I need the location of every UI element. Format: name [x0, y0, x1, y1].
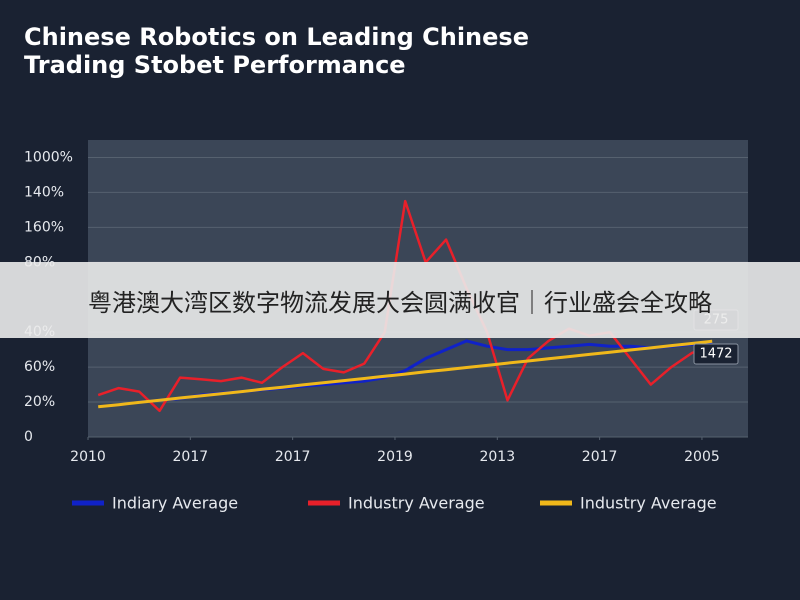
- series-line: [98, 339, 713, 409]
- x-tick-label: 2013: [479, 449, 515, 465]
- y-tick-label: 0: [24, 429, 33, 445]
- x-tick-label: 2010: [70, 449, 106, 465]
- x-tick-label: 2017: [275, 449, 311, 465]
- chart-subtitle: Trading Stobet Performance: [24, 51, 406, 79]
- legend-label: Indiary Average: [112, 494, 238, 513]
- y-tick-label: 60%: [24, 359, 55, 375]
- y-tick-label: 140%: [24, 184, 64, 200]
- x-tick-label: 2019: [377, 449, 413, 465]
- y-tick-label: 1000%: [24, 149, 73, 165]
- x-tick-label: 2017: [582, 449, 618, 465]
- x-tick-label: 2017: [173, 449, 209, 465]
- y-tick-label: 20%: [24, 394, 55, 410]
- legend-label: Industry Average: [580, 494, 717, 513]
- legend-label: Industry Average: [348, 494, 485, 513]
- y-tick-label: 160%: [24, 219, 64, 235]
- annotation-box: [693, 343, 739, 365]
- annotation: 1472: [699, 347, 732, 362]
- chart-title: Chinese Robotics on Leading Chinese: [24, 23, 529, 51]
- x-tick-label: 2005: [684, 449, 720, 465]
- banner: 粤港澳大湾区数字物流发展大会圆满收官｜行业盛会全攻略: [0, 262, 800, 338]
